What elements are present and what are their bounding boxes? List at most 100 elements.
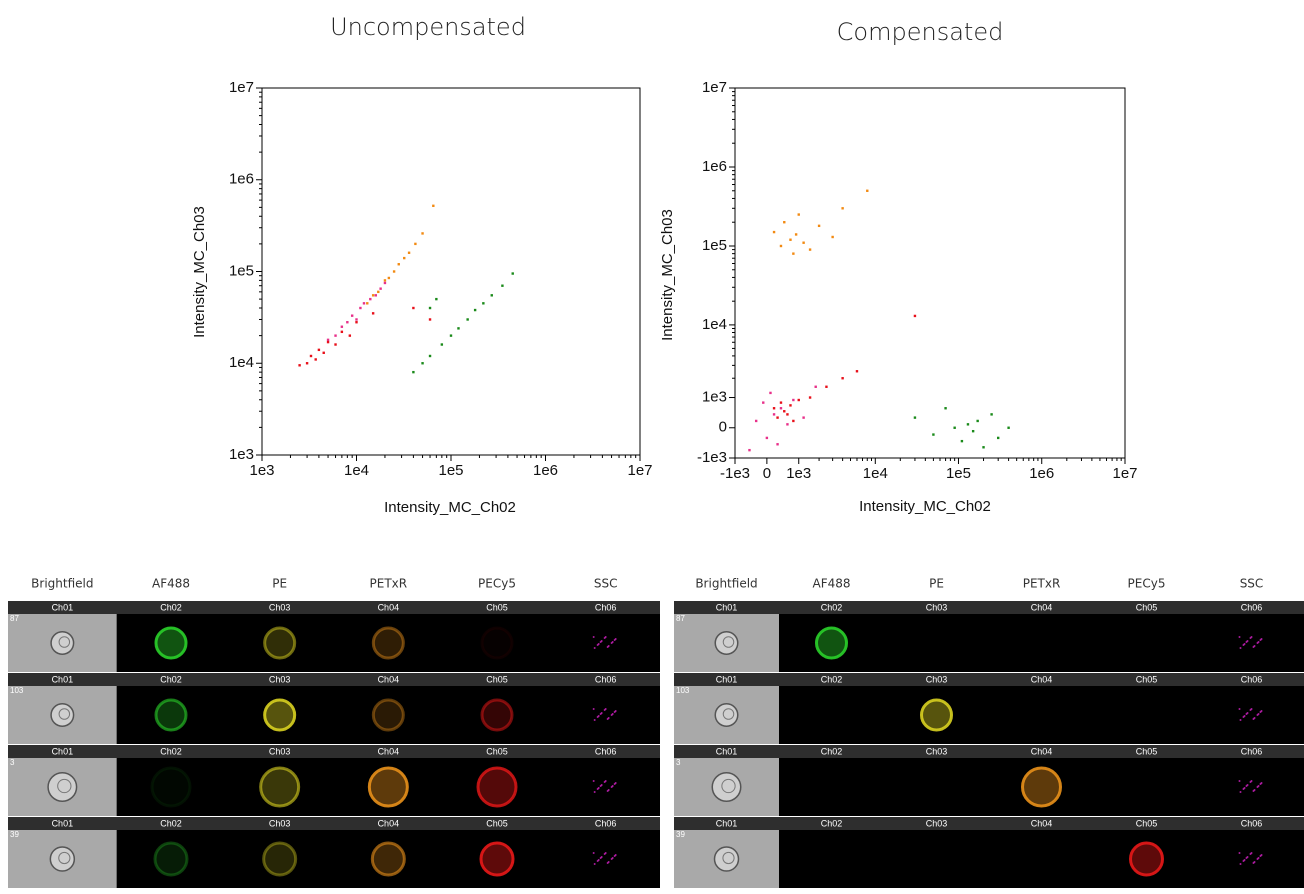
data-point [348, 334, 352, 337]
cell-fluor [479, 841, 515, 877]
x-tick-label: -1e3 [720, 465, 750, 482]
data-point [855, 370, 859, 373]
data-point [421, 232, 424, 235]
y-tick-label: 1e7 [702, 79, 727, 96]
column-header: SSC [594, 577, 618, 591]
channel-label: Ch05 [1136, 674, 1158, 684]
ssc-speckle [592, 780, 595, 782]
ssc-speckle [1253, 789, 1256, 791]
object-id: 39 [676, 830, 685, 839]
ssc-speckle [593, 647, 596, 649]
column-header: PE [929, 577, 944, 591]
cell-brightfield [714, 703, 739, 727]
channel-label: Ch04 [378, 674, 400, 684]
cell-fluor [153, 841, 189, 877]
channel-label: Ch04 [1031, 674, 1053, 684]
cell-fluor [476, 766, 518, 808]
data-point [366, 302, 369, 305]
data-point [326, 338, 330, 342]
channel-label: Ch06 [595, 674, 617, 684]
channel-label: Ch03 [269, 746, 291, 756]
ssc-speckle [600, 856, 603, 858]
ssc-speckle [1243, 859, 1246, 861]
ssc-speckle [614, 854, 617, 856]
channel-label: Ch04 [1031, 818, 1053, 828]
ssc-speckle [592, 852, 595, 854]
channel-label: Ch06 [1241, 602, 1263, 612]
data-point [754, 419, 758, 423]
channel-label: Ch03 [926, 602, 948, 612]
channel-label: Ch04 [378, 746, 400, 756]
data-point [792, 252, 795, 255]
cell-nucleus [57, 778, 72, 794]
data-point [350, 314, 354, 317]
channel-strip [674, 745, 1304, 758]
data-point [953, 426, 956, 429]
ssc-speckle [1238, 852, 1241, 854]
cell-nucleus [721, 778, 736, 794]
cell-fluor [154, 626, 188, 660]
cell-fluor [480, 626, 514, 660]
channel-label: Ch02 [821, 746, 843, 756]
ssc-speckle [1260, 782, 1263, 784]
ssc-speckle [607, 645, 610, 647]
x-tick-label: 0 [763, 465, 771, 482]
cell-nucleus [58, 851, 71, 865]
data-point [960, 439, 964, 443]
ssc-speckle [1239, 647, 1242, 649]
data-point [412, 306, 415, 310]
ssc-speckle [607, 717, 610, 719]
cell-brightfield [711, 772, 742, 802]
data-point [501, 284, 504, 287]
channel-strip [8, 745, 660, 758]
data-point [309, 354, 313, 358]
x-axis-label: Intensity_MC_Ch02 [859, 498, 991, 515]
ssc-speckle [1250, 780, 1253, 782]
ssc-speckle [1239, 719, 1242, 721]
data-point [772, 230, 776, 234]
y-tick-label: 1e7 [229, 79, 254, 96]
ssc-speckle [1238, 780, 1241, 782]
ssc-speckle [597, 787, 600, 789]
ssc-speckle [1246, 784, 1249, 786]
data-point [322, 351, 325, 354]
channel-label: Ch05 [486, 602, 508, 612]
column-header: PETxR [1023, 577, 1061, 591]
data-point [407, 251, 411, 254]
data-point [428, 306, 432, 310]
data-point [944, 407, 947, 410]
data-point [346, 321, 349, 324]
data-point [772, 413, 776, 416]
channel-label: Ch03 [269, 674, 291, 684]
data-point [317, 348, 321, 352]
data-point [772, 407, 776, 410]
y-axis-label: Intensity_MC_Ch03 [659, 209, 676, 341]
data-point [371, 312, 375, 315]
data-point [786, 413, 789, 416]
ssc-speckle [1250, 852, 1253, 854]
channel-label: Ch01 [52, 746, 74, 756]
ssc-speckle [1238, 636, 1241, 638]
x-tick-label: 1e3 [249, 462, 274, 479]
y-tick-label: 1e4 [702, 316, 727, 333]
data-point [359, 306, 362, 310]
channel-label: Ch05 [1136, 746, 1158, 756]
cell-fluor [815, 626, 848, 660]
y-tick-label: 0 [719, 419, 727, 436]
data-point [392, 270, 396, 273]
channel-label: Ch05 [486, 746, 508, 756]
channel-strip [8, 601, 660, 614]
data-point [355, 321, 358, 324]
channel-label: Ch03 [926, 746, 948, 756]
cell-fluor [1021, 766, 1062, 808]
channel-label: Ch06 [595, 818, 617, 828]
channel-label: Ch02 [821, 674, 843, 684]
x-tick-label: 1e4 [344, 462, 369, 479]
data-point [511, 272, 514, 275]
column-header: PETxR [370, 577, 408, 591]
channel-label: Ch06 [595, 602, 617, 612]
ssc-speckle [1257, 857, 1260, 859]
channel-label: Ch03 [269, 602, 291, 612]
data-point [428, 318, 432, 321]
cell-nucleus [722, 636, 735, 648]
